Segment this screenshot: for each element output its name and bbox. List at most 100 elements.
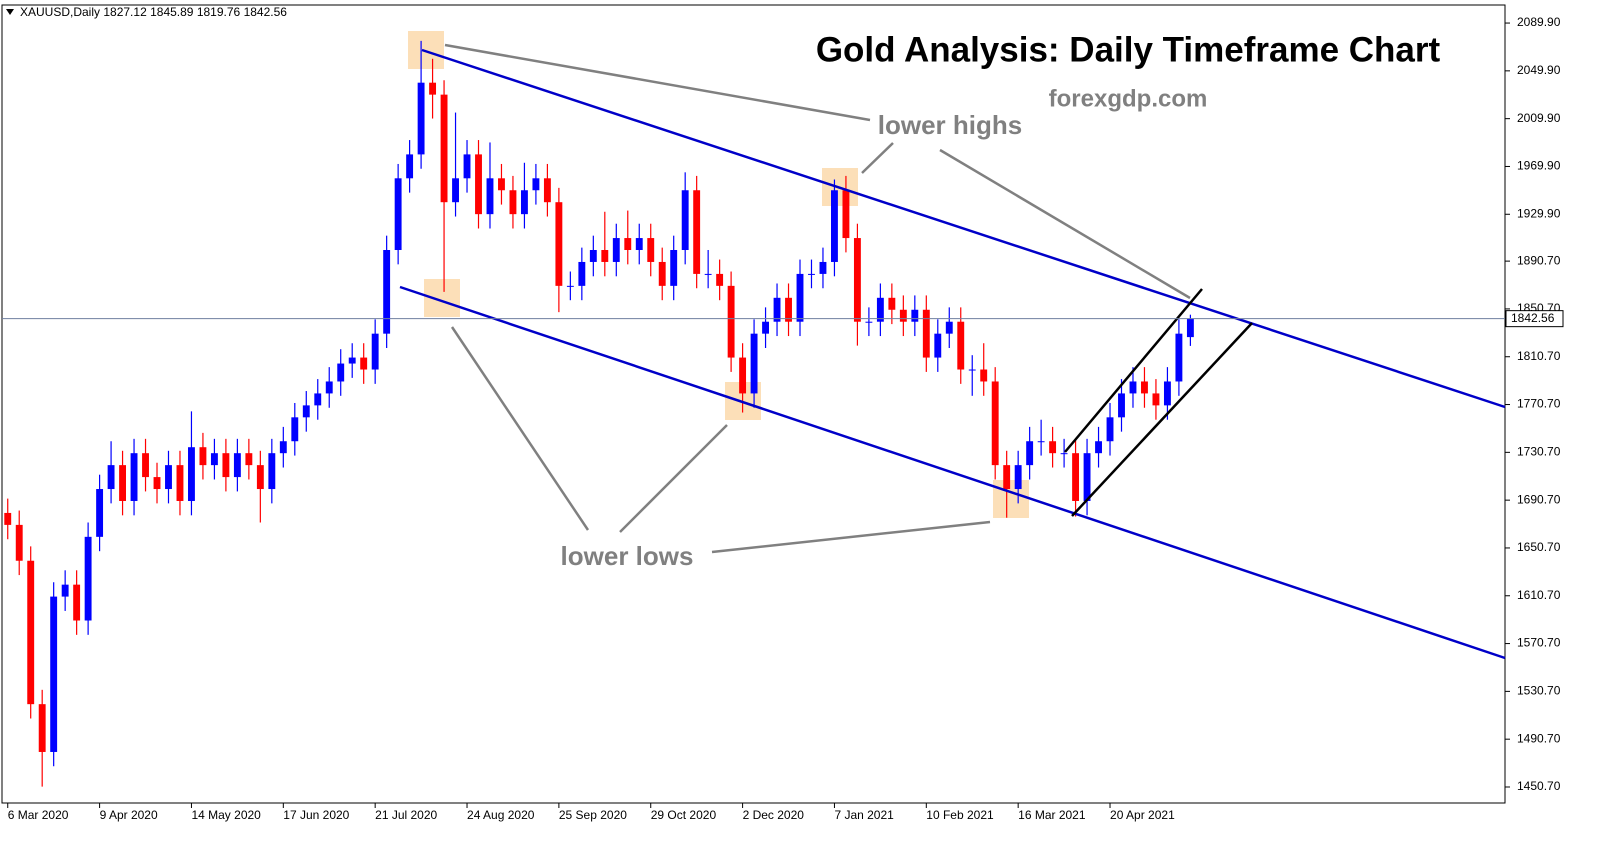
- price-label-box: [1505, 310, 1564, 328]
- candle-body: [773, 297, 781, 322]
- candle-body: [1186, 318, 1194, 338]
- candle-body: [222, 453, 230, 478]
- candle-body: [1037, 441, 1045, 443]
- plot-frame: [1, 4, 1506, 804]
- candle-body: [210, 453, 218, 466]
- candle-body: [601, 250, 609, 262]
- x-tick-label: 21 Jul 2020: [375, 808, 437, 822]
- candle-body: [589, 250, 597, 262]
- price-label: 1842.56: [1511, 311, 1555, 325]
- candle-body: [337, 363, 345, 382]
- pointer: [450, 326, 590, 531]
- y-tick-label: 1730.70: [1517, 445, 1561, 459]
- candle-body: [739, 357, 747, 394]
- annotation: lower highs: [878, 110, 1022, 140]
- candle-body: [348, 357, 356, 364]
- candle-body: [647, 238, 655, 262]
- candle-body: [1060, 453, 1068, 455]
- y-tick-label: 1490.70: [1517, 731, 1561, 745]
- candle-body: [1175, 333, 1183, 382]
- candle-body: [153, 477, 161, 490]
- candle-body: [819, 261, 827, 274]
- y-tick-label: 1570.70: [1517, 636, 1561, 650]
- candle-body: [96, 489, 104, 537]
- pointer-lines: [444, 43, 1191, 554]
- x-tick-label: 24 Aug 2020: [467, 808, 535, 822]
- symbol-menu-arrow[interactable]: [6, 9, 14, 15]
- candle-body: [1072, 453, 1080, 501]
- candle-body: [429, 82, 437, 95]
- y-tick-label: 1810.70: [1517, 349, 1561, 363]
- candle-body: [302, 405, 310, 418]
- candle-body: [417, 82, 425, 155]
- candle-body: [704, 273, 712, 275]
- candle-body: [27, 560, 35, 705]
- candles: [4, 40, 1194, 787]
- candle-body: [957, 321, 965, 370]
- ohlc-value: 1845.89: [150, 5, 194, 19]
- candle-body: [1118, 393, 1125, 418]
- candle-body: [371, 333, 379, 370]
- candle-body: [486, 178, 494, 215]
- ohlc-value: 1819.76: [197, 5, 241, 19]
- candle-body: [1083, 453, 1091, 501]
- x-tick-label: 9 Apr 2020: [100, 808, 158, 822]
- candle-body: [624, 238, 632, 251]
- candle-body: [84, 536, 92, 621]
- candle-body: [1129, 381, 1137, 394]
- candle-body: [578, 261, 586, 286]
- watermark: forexgdp.com: [1049, 85, 1208, 112]
- x-tick-label: 17 Jun 2020: [283, 808, 349, 822]
- y-tick-label: 1450.70: [1517, 779, 1561, 793]
- y-tick-label: 2009.90: [1517, 111, 1561, 125]
- candle-body: [612, 238, 620, 262]
- candle-body: [256, 465, 264, 490]
- candle-body: [750, 333, 758, 394]
- candle-body: [934, 333, 942, 358]
- symbol-info: XAUUSD,Daily 1827.12 1845.89 1819.76 184…: [20, 5, 287, 19]
- candle-body: [532, 178, 540, 191]
- x-tick-label: 10 Feb 2021: [926, 808, 994, 822]
- candle-body: [1003, 465, 1011, 490]
- y-tick-label: 1969.90: [1517, 159, 1561, 173]
- y-tick-label: 2049.90: [1517, 63, 1561, 77]
- candle-body: [107, 465, 115, 490]
- chart-title: Gold Analysis: Daily Timeframe Chart: [816, 30, 1441, 69]
- trend-line: [1064, 288, 1203, 453]
- candle-body: [452, 178, 459, 203]
- pointer: [619, 424, 728, 533]
- highlight-box: [993, 480, 1029, 518]
- candle-body: [475, 154, 482, 215]
- pointer: [939, 148, 1191, 300]
- candle-body: [842, 190, 850, 239]
- ohlc-value: 1842.56: [244, 5, 288, 19]
- candle-body: [808, 273, 815, 275]
- candle-body: [1049, 441, 1057, 454]
- y-tick-label: 1770.70: [1517, 397, 1561, 411]
- candle-body: [670, 250, 678, 286]
- candle-body: [38, 704, 46, 752]
- x-tick-label: 6 Mar 2020: [8, 808, 69, 822]
- trend-line: [421, 48, 1506, 409]
- candle-body: [911, 309, 919, 322]
- candle-body: [520, 190, 528, 215]
- candle-body: [888, 297, 896, 310]
- candle-body: [142, 453, 149, 478]
- candle-body: [1095, 441, 1102, 454]
- candle-body: [291, 417, 299, 442]
- candle-body: [233, 453, 241, 478]
- ohlc: 1827.12 1845.89 1819.76 1842.56: [103, 5, 287, 19]
- y-tick-label: 1530.70: [1517, 684, 1561, 698]
- x-tick-label: 29 Oct 2020: [651, 808, 717, 822]
- candle-body: [119, 465, 127, 501]
- trend-line: [399, 285, 1506, 660]
- candle-body: [796, 273, 804, 322]
- candle-body: [693, 190, 701, 274]
- candle-body: [245, 453, 253, 466]
- x-tick-label: 20 Apr 2021: [1110, 808, 1175, 822]
- candle-body: [176, 465, 184, 501]
- x-tick-label: 14 May 2020: [191, 808, 261, 822]
- candle-body: [980, 369, 988, 382]
